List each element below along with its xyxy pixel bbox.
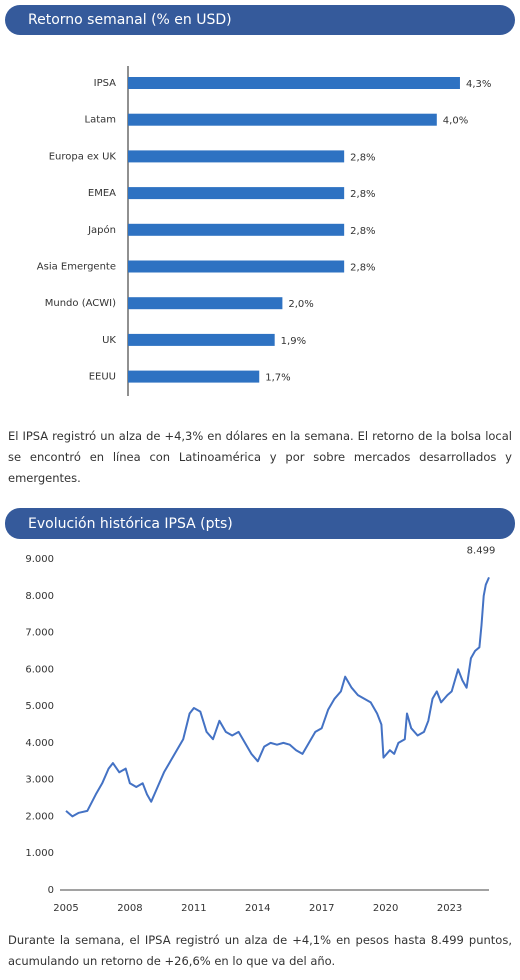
- category-label: Latam: [85, 115, 117, 126]
- x-tick-label: 2008: [117, 903, 142, 914]
- section-header: [5, 5, 515, 35]
- paragraph: Durante la semana, el IPSA registró un a…: [8, 933, 512, 968]
- y-tick-label: 2.000: [25, 811, 54, 822]
- y-tick-label: 7.000: [25, 628, 54, 639]
- y-tick-label: 6.000: [25, 664, 54, 675]
- chart-title: Evolución histórica IPSA (pts): [28, 516, 233, 532]
- bar: [128, 223, 345, 236]
- section-header: [5, 508, 515, 539]
- x-tick-label: 2017: [309, 903, 334, 914]
- value-label: 2,8%: [350, 263, 375, 274]
- value-label: 4,0%: [443, 116, 468, 127]
- category-label: Mundo (ACWI): [45, 298, 116, 309]
- y-tick-label: 1.000: [25, 848, 54, 859]
- value-label: 2,8%: [350, 152, 375, 163]
- x-tick-label: 2005: [53, 903, 78, 914]
- line: [65, 576, 490, 818]
- y-tick-label: 8.000: [25, 591, 54, 602]
- category-label: IPSA: [94, 78, 117, 89]
- bar: [128, 333, 275, 346]
- y-tick-label: 4.000: [25, 738, 54, 749]
- bar: [128, 260, 345, 273]
- value-label: 1,7%: [265, 373, 290, 384]
- bar: [128, 113, 437, 126]
- value-label: 4,3%: [466, 79, 491, 90]
- category-label: Japón: [87, 224, 116, 236]
- x-tick-label: 2023: [437, 903, 462, 914]
- category-label: EMEA: [88, 188, 116, 199]
- x-tick-label: 2011: [181, 903, 206, 914]
- value-label: 2,0%: [288, 299, 313, 310]
- bar: [128, 370, 260, 383]
- bar: [128, 77, 460, 89]
- annotation: 8.499: [467, 545, 496, 556]
- bar: [128, 187, 345, 200]
- x-tick-label: 2014: [245, 903, 270, 914]
- category-label: UK: [102, 335, 116, 346]
- bar: [128, 150, 345, 163]
- y-tick-label: 5.000: [25, 701, 54, 712]
- x-tick-label: 2020: [373, 903, 398, 914]
- paragraph: El IPSA registró un alza de +4,3% en dól…: [8, 429, 512, 485]
- value-label: 1,9%: [281, 336, 306, 347]
- value-label: 2,8%: [350, 189, 375, 200]
- y-tick-label: 3.000: [25, 775, 54, 786]
- category-label: Europa ex UK: [49, 151, 117, 162]
- chart-title: Retorno semanal (% en USD): [28, 12, 232, 28]
- bar: [128, 297, 283, 310]
- category-label: Asia Emergente: [37, 262, 116, 273]
- value-label: 2,8%: [350, 226, 375, 237]
- category-label: EEUU: [89, 372, 116, 383]
- y-tick-label: 0: [48, 885, 54, 896]
- y-tick-label: 9.000: [25, 554, 54, 565]
